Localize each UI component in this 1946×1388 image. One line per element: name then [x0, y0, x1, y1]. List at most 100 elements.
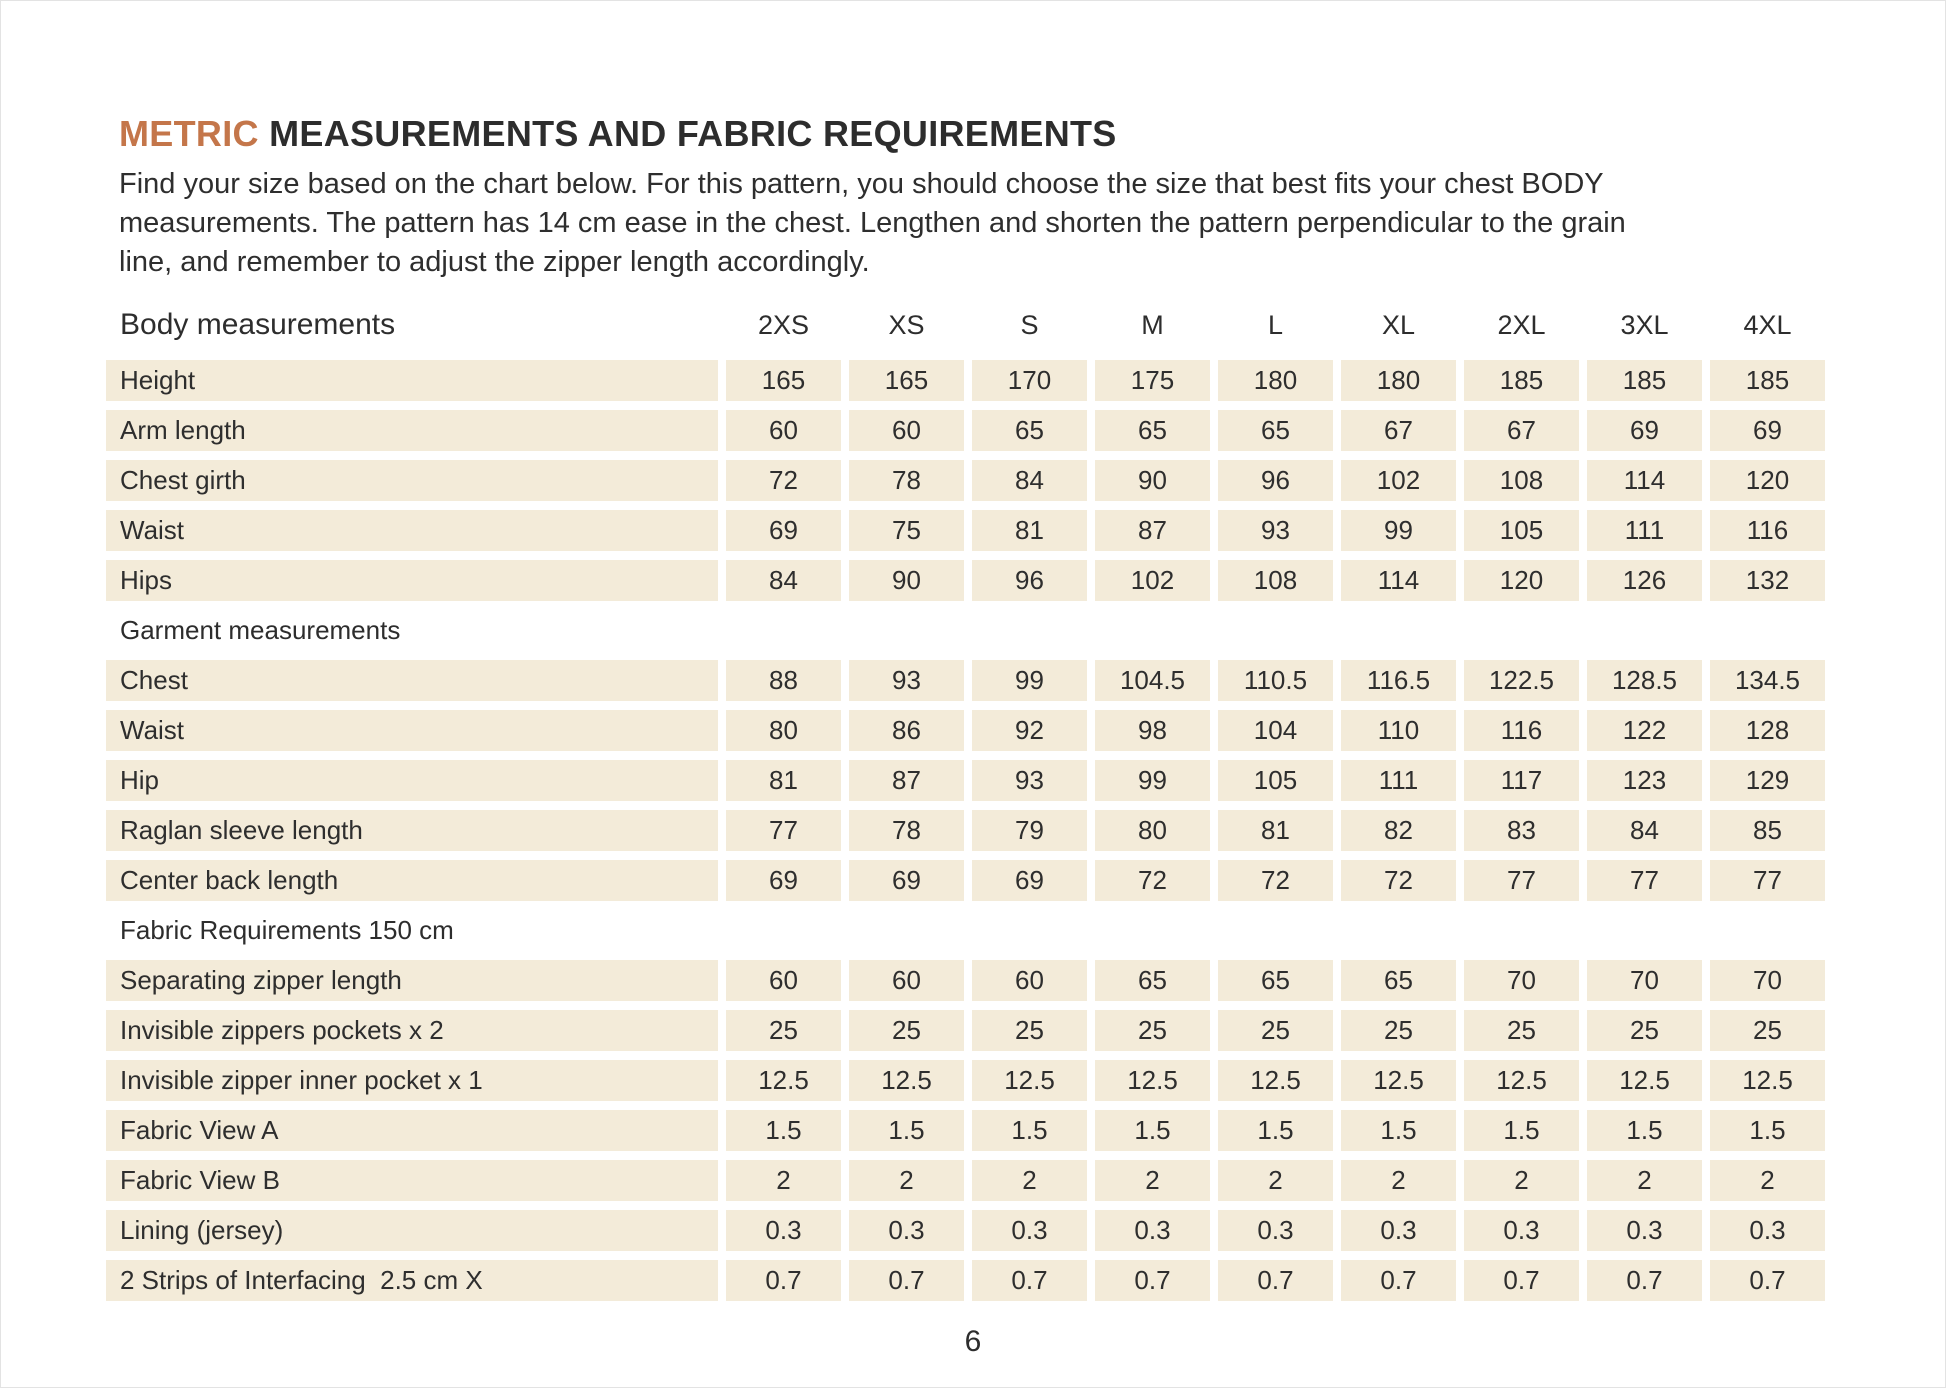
- table-row: Hips 84 90 96 102 108 114 120 126 132: [106, 560, 1945, 601]
- section-heading-row: Garment measurements: [106, 610, 1945, 651]
- row-value: 134.5: [1710, 660, 1825, 701]
- table-row: Height 165 165 170 175 180 180 185 185 185: [106, 360, 1945, 401]
- row-value: 0.3: [1218, 1210, 1333, 1251]
- row-value: 185: [1710, 360, 1825, 401]
- table-row: Raglan sleeve length 77 78 79 80 81 82 83 84 85: [106, 810, 1945, 851]
- row-value: 12.5: [1095, 1060, 1210, 1101]
- row-value: 0.7: [1341, 1260, 1456, 1301]
- row-value: 12.5: [972, 1060, 1087, 1101]
- row-value: 1.5: [849, 1110, 964, 1151]
- row-value: 25: [849, 1010, 964, 1051]
- row-value: 99: [1095, 760, 1210, 801]
- row-value: 96: [1218, 460, 1333, 501]
- size-column-header: 3XL: [1620, 309, 1669, 340]
- table-row: Fabric View A 1.5 1.5 1.5 1.5 1.5 1.5 1.5 1.5 1.5: [106, 1110, 1945, 1151]
- row-value: 67: [1341, 410, 1456, 451]
- row-label: Raglan sleeve length: [106, 810, 718, 851]
- page-title-accent: METRIC: [119, 113, 259, 154]
- row-value: 126: [1587, 560, 1702, 601]
- row-value: 102: [1095, 560, 1210, 601]
- row-value: 2: [726, 1160, 841, 1201]
- row-label: Lining (jersey): [106, 1210, 718, 1251]
- row-value: 12.5: [849, 1060, 964, 1101]
- row-value: 99: [972, 660, 1087, 701]
- row-value: 88: [726, 660, 841, 701]
- row-value: 77: [726, 810, 841, 851]
- row-value: 1.5: [1587, 1110, 1702, 1151]
- row-value: 116: [1464, 710, 1579, 751]
- row-value: 72: [1095, 860, 1210, 901]
- row-value: 69: [849, 860, 964, 901]
- row-value: 108: [1464, 460, 1579, 501]
- page-title-rest: MEASUREMENTS AND FABRIC REQUIREMENTS: [258, 113, 1117, 154]
- row-value: 117: [1464, 760, 1579, 801]
- row-value: 1.5: [1464, 1110, 1579, 1151]
- table-row: 2 Strips of Interfacing 2.5 cm X 0.7 0.7 0.…: [106, 1260, 1945, 1301]
- row-value: 114: [1587, 460, 1702, 501]
- row-label: Waist: [106, 510, 718, 551]
- row-value: 60: [726, 960, 841, 1001]
- row-value: 1.5: [1095, 1110, 1210, 1151]
- row-value: 70: [1587, 960, 1702, 1001]
- row-value: 60: [849, 410, 964, 451]
- section-heading: Fabric Requirements 150 cm: [120, 915, 454, 945]
- row-value: 0.3: [726, 1210, 841, 1251]
- table-header-row: Body measurements 2XS XS S M L XL 2XL 3XL 4XL: [106, 302, 1945, 348]
- row-value: 0.7: [972, 1260, 1087, 1301]
- row-value: 77: [1587, 860, 1702, 901]
- row-value: 65: [1095, 960, 1210, 1001]
- row-value: 1.5: [1341, 1110, 1456, 1151]
- row-value: 96: [972, 560, 1087, 601]
- row-value: 69: [1587, 410, 1702, 451]
- row-value: 65: [1218, 410, 1333, 451]
- table-row: Waist 69 75 81 87 93 99 105 111 116: [106, 510, 1945, 551]
- row-value: 77: [1710, 860, 1825, 901]
- row-value: 170: [972, 360, 1087, 401]
- size-column-header: XS: [888, 309, 925, 340]
- row-value: 87: [849, 760, 964, 801]
- row-value: 12.5: [1218, 1060, 1333, 1101]
- intro-line: measurements. The pattern has 14 cm ease…: [119, 207, 1626, 239]
- row-value: 93: [849, 660, 964, 701]
- row-value: 1.5: [972, 1110, 1087, 1151]
- row-value: 84: [726, 560, 841, 601]
- row-value: 0.3: [849, 1210, 964, 1251]
- row-value: 2: [1464, 1160, 1579, 1201]
- row-label: Invisible zippers pockets x 2: [106, 1010, 718, 1051]
- table-row: Arm length 60 60 65 65 65 67 67 69 69: [106, 410, 1945, 451]
- page-content: METRIC MEASUREMENTS AND FABRIC REQUIREME…: [1, 1, 1945, 1301]
- row-value: 77: [1464, 860, 1579, 901]
- row-label: Height: [106, 360, 718, 401]
- row-value: 111: [1341, 760, 1456, 801]
- row-value: 25: [1095, 1010, 1210, 1051]
- size-column-header: 4XL: [1743, 309, 1792, 340]
- row-value: 72: [726, 460, 841, 501]
- page-title: METRIC MEASUREMENTS AND FABRIC REQUIREME…: [119, 113, 1945, 155]
- row-value: 12.5: [1464, 1060, 1579, 1101]
- row-value: 0.7: [726, 1260, 841, 1301]
- row-value: 93: [1218, 510, 1333, 551]
- row-label: Chest girth: [106, 460, 718, 501]
- row-value: 104: [1218, 710, 1333, 751]
- row-label: Waist: [106, 710, 718, 751]
- row-value: 185: [1587, 360, 1702, 401]
- table-row: Chest 88 93 99 104.5 110.5 116.5 122.5 128.5 134.…: [106, 660, 1945, 701]
- row-value: 128.5: [1587, 660, 1702, 701]
- row-value: 78: [849, 460, 964, 501]
- row-value: 65: [1218, 960, 1333, 1001]
- table-row: Hip 81 87 93 99 105 111 117 123 129: [106, 760, 1945, 801]
- page-number: 6: [964, 1325, 982, 1358]
- row-value: 72: [1341, 860, 1456, 901]
- table-row: Invisible zippers pockets x 2 25 25 25 25 25 2…: [106, 1010, 1945, 1051]
- row-label: 2 Strips of Interfacing 2.5 cm X: [106, 1260, 718, 1301]
- row-value: 105: [1464, 510, 1579, 551]
- row-value: 60: [849, 960, 964, 1001]
- table-row: Waist 80 86 92 98 104 110 116 122 128: [106, 710, 1945, 751]
- row-value: 116: [1710, 510, 1825, 551]
- size-column-header: M: [1141, 309, 1164, 340]
- row-value: 180: [1218, 360, 1333, 401]
- intro-line: Find your size based on the chart below.…: [119, 168, 1604, 200]
- row-value: 102: [1341, 460, 1456, 501]
- row-value: 99: [1341, 510, 1456, 551]
- row-label: Chest: [106, 660, 718, 701]
